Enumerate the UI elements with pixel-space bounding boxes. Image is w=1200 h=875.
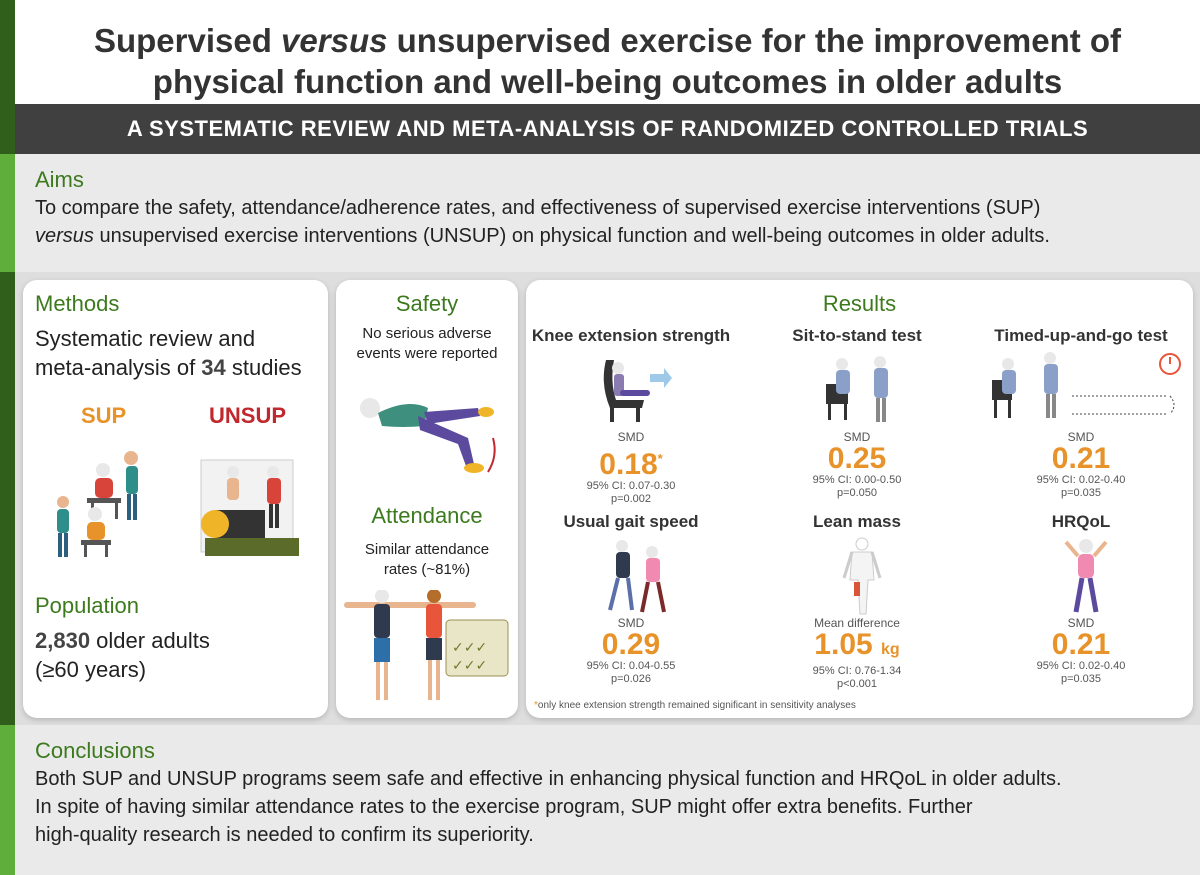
svg-text:✓✓✓: ✓✓✓ <box>452 640 487 656</box>
result-title-timed-up-and-go: Timed-up-and-go test <box>994 326 1168 345</box>
page-title: Supervised versus unsupervised exercise … <box>93 22 1122 100</box>
result-title-gait-speed: Usual gait speed <box>563 512 699 531</box>
sit-to-stand-icon <box>826 356 888 422</box>
population-heading: Population <box>35 593 139 618</box>
result-title-sit-to-stand: Sit-to-stand test <box>792 326 922 345</box>
methods-heading: Methods <box>35 291 120 316</box>
attendance-heading: Attendance <box>371 503 483 528</box>
result-stat-knee-extension: SMD 0.18* 95% CI: 0.07-0.30 p=0.002 <box>586 430 676 505</box>
conclusions-heading: Conclusions <box>35 738 155 763</box>
timed-up-and-go-icon <box>992 352 1181 418</box>
aims-text: To compare the safety, attendance/adhere… <box>35 197 1050 247</box>
population-text: 2,830 older adults (≥60 years) <box>35 628 210 682</box>
result-title-lean-mass: Lean mass <box>813 512 901 531</box>
svg-text:✓✓✓: ✓✓✓ <box>452 658 487 674</box>
result-stat-gait-speed: SMD 0.29 95% CI: 0.04-0.55 p=0.026 <box>586 616 676 685</box>
result-title-hrqol: HRQoL <box>1051 512 1111 531</box>
hrqol-icon <box>1064 539 1108 613</box>
conclusions-text: Both SUP and UNSUP programs seem safe an… <box>35 768 1062 846</box>
unsupervised-exercise-illustration <box>200 459 299 556</box>
results-heading: Results <box>822 291 897 316</box>
methods-text: Systematic review and meta-analysis of 3… <box>35 326 302 380</box>
accent-bar-conclusions <box>0 725 15 875</box>
aims-section: Aims To compare the safety, attendance/a… <box>15 154 1200 272</box>
result-stat-timed-up-and-go: SMD 0.21 95% CI: 0.02-0.40 p=0.035 <box>1036 430 1126 499</box>
accent-bar-aims <box>0 154 15 272</box>
methods-card: Methods Systematic review and meta-analy… <box>23 280 328 718</box>
results-footnote: *only knee extension strength remained s… <box>534 700 856 711</box>
sup-label: SUP <box>81 403 127 428</box>
safety-attendance-card: Safety No serious adverse events were rep… <box>336 280 518 718</box>
safety-text: No serious adverse events were reported <box>356 325 498 362</box>
supervised-exercise-illustration <box>57 451 138 557</box>
result-stat-sit-to-stand: SMD 0.25 95% CI: 0.00-0.50 p=0.050 <box>812 430 902 499</box>
knee-extension-icon <box>603 360 672 422</box>
unsup-label: UNSUP <box>209 403 287 428</box>
result-stat-hrqol: SMD 0.21 95% CI: 0.02-0.40 p=0.035 <box>1036 616 1126 685</box>
results-card: Results Knee extension strength Sit-to-s… <box>526 280 1193 718</box>
accent-bar-title <box>0 0 15 154</box>
safety-heading: Safety <box>395 291 459 316</box>
fall-illustration <box>360 398 496 473</box>
accent-bar-middle <box>0 272 15 725</box>
aims-heading: Aims <box>35 167 84 192</box>
gait-speed-icon <box>608 540 666 613</box>
result-title-knee-extension: Knee extension strength <box>531 326 731 345</box>
attendance-illustration: ✓✓✓ ✓✓✓ <box>344 590 509 700</box>
attendance-text: Similar attendance rates (~81%) <box>364 541 490 578</box>
middle-panel: Methods Systematic review and meta-analy… <box>15 272 1200 725</box>
result-stat-lean-mass: Mean difference 1.05 kg 95% CI: 0.76-1.3… <box>812 616 902 690</box>
conclusions-section: Conclusions Both SUP and UNSUP programs … <box>15 725 1200 875</box>
lean-mass-icon <box>842 537 882 615</box>
subtitle-banner: A SYSTEMATIC REVIEW AND META-ANALYSIS OF… <box>15 104 1200 154</box>
